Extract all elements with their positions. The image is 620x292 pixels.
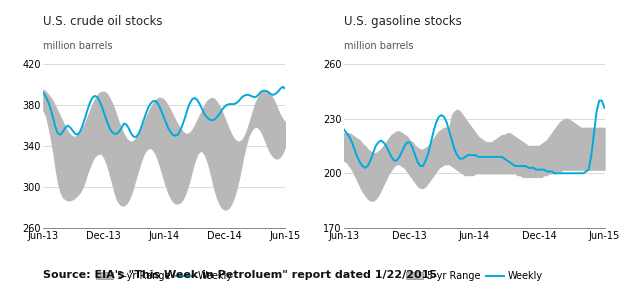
Text: million barrels: million barrels <box>43 41 113 51</box>
Legend: 5-yr Range, Weekly: 5-yr Range, Weekly <box>92 267 237 285</box>
Text: U.S. gasoline stocks: U.S. gasoline stocks <box>344 15 462 28</box>
Text: U.S. crude oil stocks: U.S. crude oil stocks <box>43 15 163 28</box>
Text: Source: EIA's "This Week in Petroluem" report dated 1/22/2015: Source: EIA's "This Week in Petroluem" r… <box>43 270 437 280</box>
Text: million barrels: million barrels <box>344 41 414 51</box>
Legend: 5-yr Range, Weekly: 5-yr Range, Weekly <box>402 267 547 285</box>
